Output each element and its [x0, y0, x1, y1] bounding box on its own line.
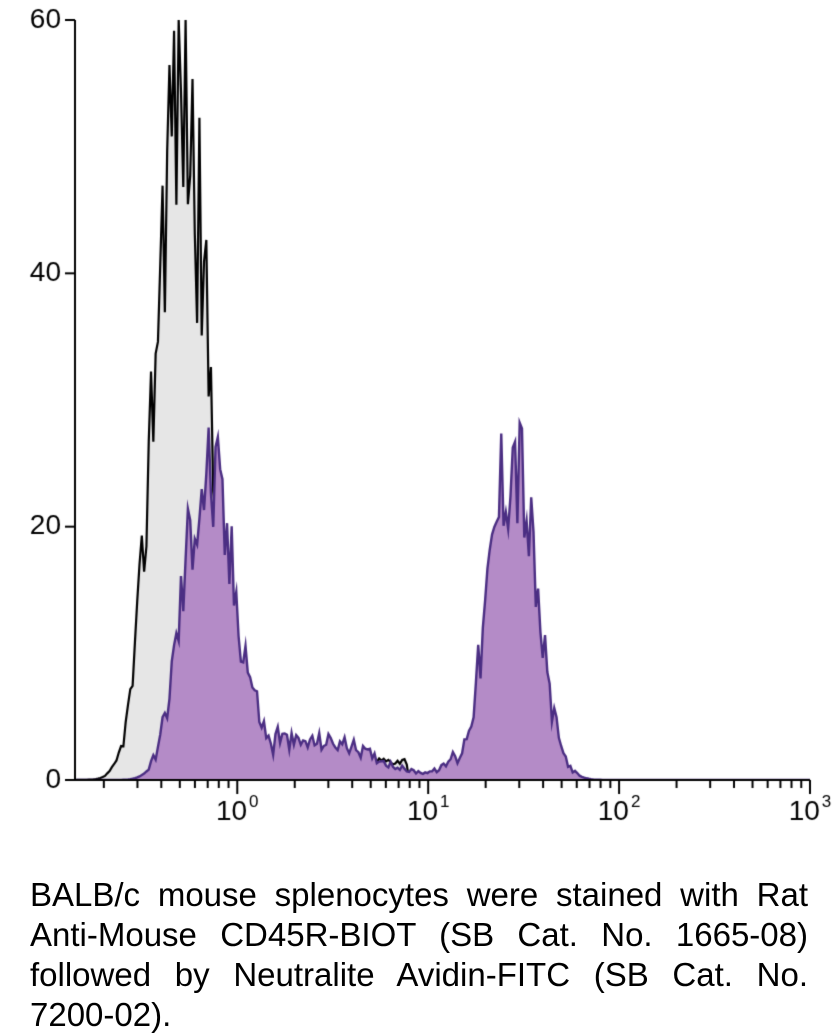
histogram-chart — [0, 0, 838, 870]
figure-container: BALB/c mouse splenocytes were stained wi… — [0, 0, 838, 1031]
figure-caption: BALB/c mouse splenocytes were stained wi… — [30, 875, 808, 1035]
